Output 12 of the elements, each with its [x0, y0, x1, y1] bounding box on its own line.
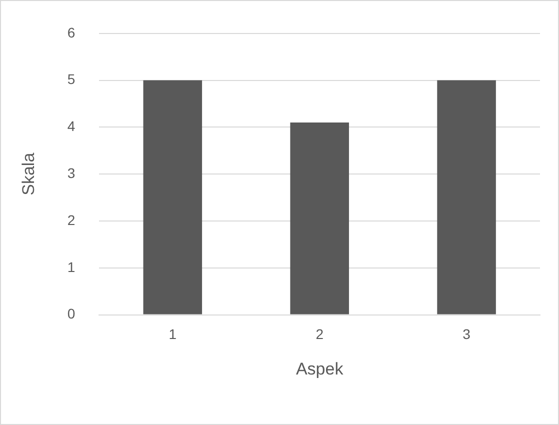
x-tick-label: 1 [168, 326, 177, 342]
y-tick-label: 6 [67, 24, 76, 40]
y-tick-label: 1 [67, 258, 76, 275]
x-axis-title: Aspek [296, 359, 344, 378]
y-tick-label: 3 [67, 164, 76, 181]
y-tick-label: 4 [67, 118, 76, 134]
y-axis-title: Skala [18, 152, 38, 196]
y-tick-label: 0 [67, 306, 76, 322]
x-tick-label: 3 [462, 326, 471, 342]
y-tick-label: 5 [67, 71, 76, 88]
x-tick-label: 2 [316, 326, 324, 342]
y-tick-label: 2 [67, 212, 76, 228]
